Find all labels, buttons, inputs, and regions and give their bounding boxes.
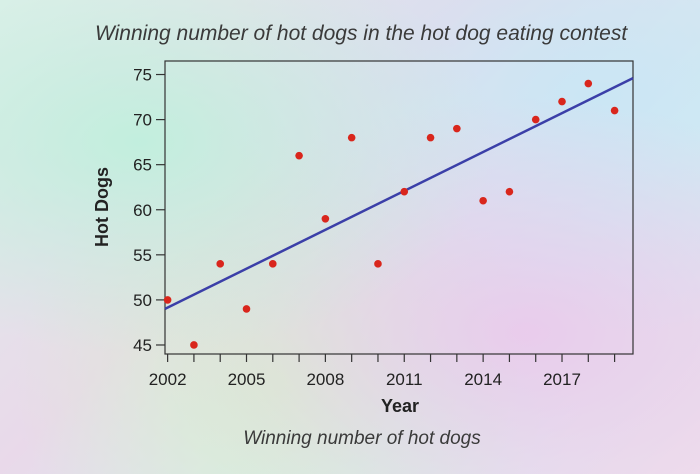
data-point: [584, 79, 593, 88]
x-tick-label: 2002: [149, 370, 187, 389]
y-tick-label: 60: [133, 201, 152, 220]
data-point: [268, 260, 277, 268]
x-tick-label: 2011: [386, 370, 423, 389]
data-point: [347, 133, 356, 142]
x-tick-label: 2008: [306, 370, 344, 389]
chart-subtitle: Winning number of hot dogs: [243, 428, 481, 449]
y-tick-label: 45: [133, 336, 152, 355]
data-point: [216, 260, 225, 268]
data-point: [426, 133, 435, 142]
x-tick-label: 2014: [464, 370, 502, 389]
data-point: [190, 341, 198, 349]
data-point: [242, 305, 251, 313]
y-tick-label: 75: [133, 66, 152, 85]
x-axis: 2002 2005 2008 2011 2014 2017: [149, 354, 616, 389]
y-tick-label: 65: [133, 156, 152, 175]
chart-title: Winning number of hot dogs in the hot do…: [95, 22, 628, 45]
data-point: [558, 97, 566, 106]
data-point: [453, 124, 461, 133]
data-points: [163, 79, 619, 349]
x-tick-label: 2005: [228, 370, 266, 389]
data-point: [295, 151, 303, 160]
data-point: [321, 214, 330, 223]
y-tick-label: 50: [133, 291, 152, 310]
y-axis-label: Hot Dogs: [92, 167, 112, 247]
trend-line: [164, 77, 634, 311]
data-point: [479, 196, 487, 205]
data-point: [163, 296, 172, 304]
data-point: [374, 260, 382, 268]
data-point: [400, 187, 409, 196]
x-axis-label: Year: [381, 396, 419, 416]
plot-frame: [164, 60, 634, 355]
x-tick-label: 2017: [543, 370, 581, 389]
data-point: [505, 187, 514, 196]
data-point: [610, 106, 619, 115]
y-axis: 45 50 55 60 65 70 75: [133, 66, 165, 355]
y-tick-label: 70: [133, 111, 152, 130]
y-tick-label: 55: [133, 246, 152, 265]
data-point: [531, 115, 540, 124]
